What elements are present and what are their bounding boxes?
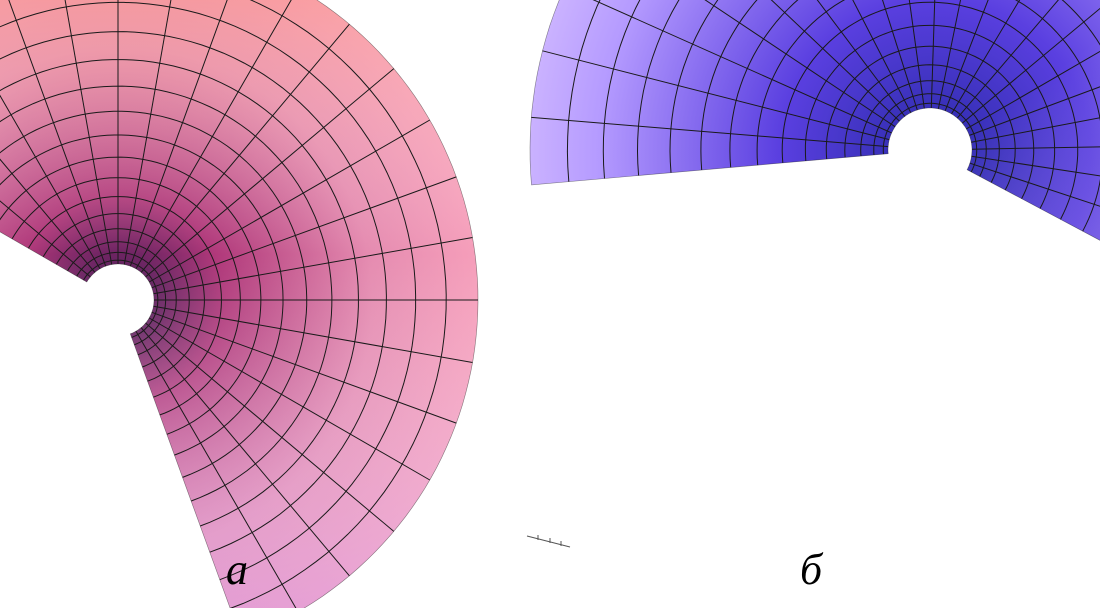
panel-b-caption: б xyxy=(800,548,822,592)
panel-a-surface xyxy=(0,0,478,608)
panel-b-surface xyxy=(530,0,1100,338)
axis-tick-mark xyxy=(527,535,570,547)
panel-a-caption: а xyxy=(226,548,248,592)
